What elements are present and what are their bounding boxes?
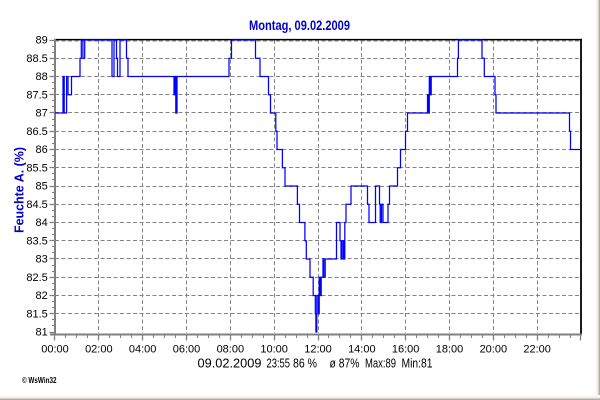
svg-text:02:00: 02:00 [85, 344, 113, 356]
svg-text:12:00: 12:00 [304, 344, 332, 356]
svg-text:88.5: 88.5 [26, 53, 47, 65]
svg-text:04:00: 04:00 [129, 344, 157, 356]
svg-text:© WsWin32: © WsWin32 [22, 375, 57, 385]
svg-text:09.02.2009: 09.02.2009 [198, 356, 262, 371]
svg-text:Max:89: Max:89 [365, 356, 396, 371]
svg-text:18:00: 18:00 [436, 344, 464, 356]
svg-text:14:00: 14:00 [348, 344, 376, 356]
svg-text:87: 87 [36, 108, 48, 120]
svg-text:06:00: 06:00 [173, 344, 201, 356]
svg-text:86: 86 [36, 144, 48, 156]
svg-text:08:00: 08:00 [217, 344, 245, 356]
svg-text:Min:81: Min:81 [402, 356, 433, 371]
svg-text:83: 83 [36, 254, 48, 266]
svg-text:23:55: 23:55 [267, 356, 291, 371]
svg-text:88: 88 [36, 71, 48, 83]
svg-text:16:00: 16:00 [392, 344, 420, 356]
svg-text:ø 87%: ø 87% [330, 356, 360, 371]
svg-text:85: 85 [36, 181, 48, 193]
svg-text:20:00: 20:00 [480, 344, 508, 356]
svg-text:22:00: 22:00 [523, 344, 551, 356]
svg-text:87.5: 87.5 [26, 89, 47, 101]
svg-text:Montag, 09.02.2009: Montag, 09.02.2009 [249, 18, 350, 33]
svg-text:82.5: 82.5 [26, 272, 47, 284]
svg-text:10:00: 10:00 [260, 344, 288, 356]
svg-text:85.5: 85.5 [26, 162, 47, 174]
svg-text:00:00: 00:00 [41, 344, 69, 356]
svg-text:82: 82 [36, 290, 48, 302]
svg-text:Feuchte A. (%): Feuchte A. (%) [12, 147, 27, 233]
svg-text:84.5: 84.5 [26, 199, 47, 211]
svg-text:81.5: 81.5 [26, 308, 47, 320]
svg-text:89: 89 [36, 35, 48, 47]
svg-text:84: 84 [36, 217, 48, 229]
svg-text:86.5: 86.5 [26, 126, 47, 138]
svg-text:86 %: 86 % [293, 356, 317, 371]
svg-text:83.5: 83.5 [26, 235, 47, 247]
svg-text:81: 81 [36, 327, 48, 339]
